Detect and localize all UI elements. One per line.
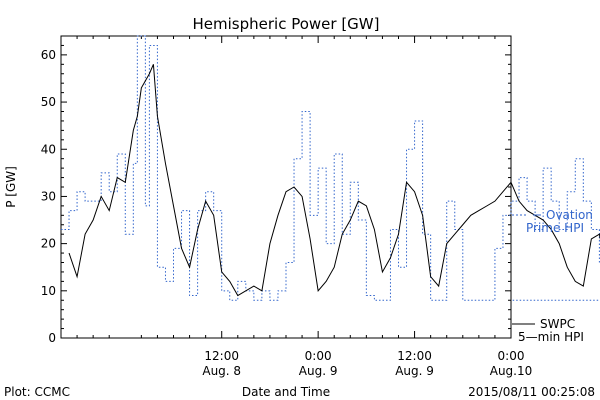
series-line-swpc-5min-hpi [68,64,600,297]
legend-swpc: SWPC 5—min HPI [512,317,584,344]
x-tick-label-date: Aug. 9 [299,364,338,378]
y-axis: 0 10 20 30 40 50 60 [41,44,511,345]
x-tick-label-time: 0:00 [305,349,332,363]
series-line-ovation-prime-hpi [61,35,600,301]
legend-ovation-label-1: Ovation [546,208,593,222]
plot-frame [60,35,512,339]
y-tick-label: 60 [41,48,56,62]
legend-ovation: Ovation Prime HPI [512,208,593,235]
y-tick-label: 40 [41,142,56,156]
y-tick-label: 20 [41,237,56,251]
x-tick-label-date: Aug. 9 [395,364,434,378]
legend-swpc-label-2: 5—min HPI [518,330,584,344]
y-tick-label: 50 [41,95,56,109]
x-axis-label: Date and Time [242,385,330,399]
x-tick-label-time: 12:00 [397,349,432,363]
x-tick-label-date: Aug.10 [490,364,533,378]
chart-title: Hemispheric Power [GW] [193,15,380,33]
y-tick-label: 10 [41,284,56,298]
footer-source: Plot: CCMC [4,385,70,399]
legend-swpc-label-1: SWPC [540,317,575,331]
x-tick-label-time: 0:00 [498,349,525,363]
x-tick-label-date: Aug. 8 [202,364,241,378]
y-tick-label: 30 [41,189,56,203]
legend-ovation-label-2: Prime HPI [526,221,584,235]
y-tick-label: 0 [48,331,56,345]
footer-timestamp: 2015/08/11 00:25:08 [468,385,595,399]
y-axis-label: P [GW] [4,166,18,208]
x-tick-label-time: 12:00 [204,349,239,363]
